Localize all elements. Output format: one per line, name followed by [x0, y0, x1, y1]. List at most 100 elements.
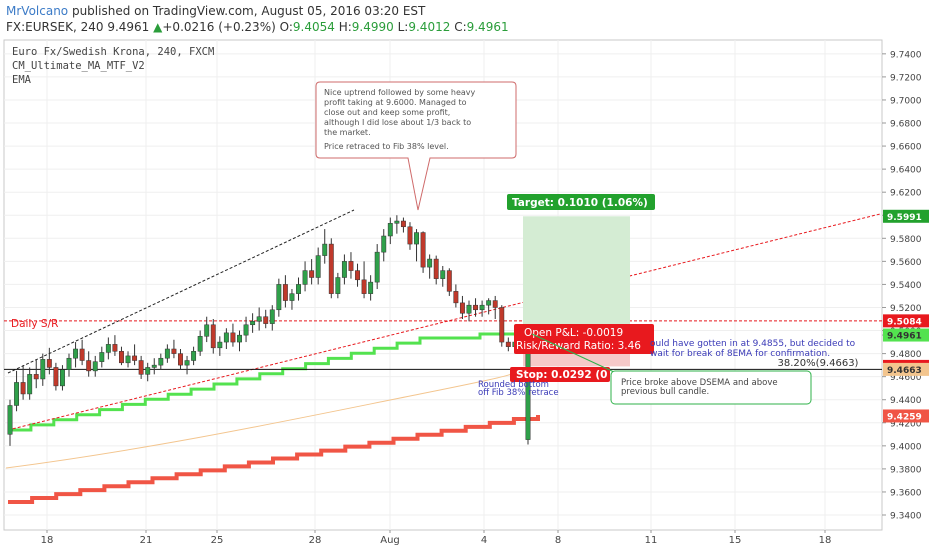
- target-label: Target: 0.1010 (1.06%): [507, 194, 655, 210]
- candle-body: [427, 258, 433, 268]
- open-value: 9.4054: [292, 20, 335, 34]
- candle-body: [86, 360, 92, 372]
- candle-body: [223, 332, 229, 343]
- candle-body: [387, 223, 393, 237]
- candle-body: [7, 405, 13, 435]
- price-tag-label: 9.5084: [887, 317, 922, 327]
- callout-green-line: Price broke above DSEMA and above: [621, 378, 778, 388]
- x-tick-label: 18: [41, 535, 54, 546]
- candle-body: [204, 324, 210, 337]
- symbol-label: FX:EURSEK, 240: [6, 20, 104, 34]
- y-tick-label: 9.7000: [890, 96, 922, 106]
- candle-body: [381, 235, 387, 253]
- candle-body: [368, 281, 374, 294]
- callout-top-line: Price retraced to Fib 38% level.: [324, 142, 449, 151]
- candle-body: [230, 332, 236, 343]
- risk-reward-text: Risk/Reward Ratio: 3.46: [516, 340, 641, 352]
- price-tag: [883, 314, 929, 328]
- candle-body: [66, 357, 72, 370]
- y-tick-label: 9.6800: [890, 120, 922, 130]
- candle-body: [505, 341, 511, 347]
- author-link[interactable]: MrVolcano: [6, 4, 69, 18]
- y-tick-label: 9.5600: [890, 258, 922, 268]
- candle-body: [197, 336, 203, 352]
- y-tick-label: 9.4600: [890, 373, 922, 383]
- blue-note-1: ould have gotten in at 9.4855, but decid…: [650, 339, 856, 349]
- candle-body: [341, 261, 347, 278]
- callout-green: Price broke above DSEMA and above previo…: [531, 333, 812, 405]
- y-tick-label: 9.6400: [890, 166, 922, 176]
- candle-body: [355, 270, 360, 281]
- y-tick-label: 9.5400: [890, 281, 922, 291]
- candle-body: [99, 352, 105, 362]
- candle-body: [486, 300, 492, 306]
- candle-body: [132, 355, 138, 361]
- candle-body: [184, 360, 190, 366]
- candle-body: [440, 270, 446, 279]
- legend-line-ma: CM_Ultimate_MA_MTF_V2: [12, 60, 145, 72]
- svg-text:Nice uptrend followed by some: Nice uptrend followed by some heavy prof…: [324, 88, 478, 151]
- candle-body: [453, 291, 459, 304]
- price-axis[interactable]: 9.7400 9.7200 9.7000 9.6800 9.6600 9.6400 9.62…: [882, 50, 922, 522]
- callout-green-line: previous bull candle.: [621, 387, 709, 397]
- candle-body: [289, 293, 295, 301]
- y-tick-label: 9.7400: [890, 50, 922, 60]
- chart-header: MrVolcano published on TradingView.com, …: [0, 0, 932, 38]
- pnl-label: Open P&L: -0.0019 Risk/Reward Ratio: 3.4…: [514, 324, 654, 354]
- candle-body: [309, 270, 315, 278]
- candle-body: [499, 307, 505, 343]
- candle-body: [446, 270, 452, 292]
- legend: Euro Fx/Swedish Krona, 240, FXCM CM_Ulti…: [12, 46, 214, 86]
- candle-body: [269, 309, 275, 324]
- candle-body: [210, 324, 216, 349]
- price-tag: [883, 362, 929, 376]
- rounded-note-2: off Fib 38% retrace: [478, 388, 559, 398]
- candles: [7, 215, 531, 446]
- callout-top-line: although I did lose about 1/3 back to: [324, 118, 471, 127]
- candle-body: [171, 348, 177, 354]
- x-tick-label: 18: [819, 535, 832, 546]
- high-label: H:: [338, 20, 352, 34]
- candle-body: [414, 232, 419, 245]
- x-tick-label: 15: [729, 535, 742, 546]
- candle-body: [151, 364, 157, 368]
- grid: [4, 40, 882, 530]
- candle-body: [328, 243, 334, 294]
- y-tick-label: 9.3800: [890, 465, 922, 475]
- callout-top-line: profit taking at 9.6000. Managed to: [324, 98, 467, 107]
- candle-body: [348, 261, 354, 271]
- candle-body: [217, 341, 223, 349]
- callout-top-line: close out and keep some profit,: [324, 108, 450, 117]
- candle-body: [400, 220, 406, 228]
- candle-body: [256, 316, 262, 322]
- candle-body: [473, 304, 478, 311]
- x-tick-label: 25: [211, 535, 224, 546]
- time-axis[interactable]: 18 21 25 28 Aug 4 8 11 15 18: [41, 530, 832, 546]
- y-tick-label: 9.5800: [890, 235, 922, 245]
- x-tick-label: 8: [555, 535, 561, 546]
- close-value: 9.4961: [466, 20, 509, 34]
- legend-line-symbol: Euro Fx/Swedish Krona, 240, FXCM: [12, 46, 214, 58]
- price-tag-label: 9.4961: [887, 332, 922, 342]
- low-value: 9.4012: [408, 20, 451, 34]
- callout-top: Nice uptrend followed by some heavy prof…: [315, 81, 517, 211]
- candle-body: [164, 348, 170, 359]
- candle-body: [302, 270, 308, 285]
- candle-body: [374, 251, 380, 283]
- rounded-note-1: Rounded bottom: [478, 380, 549, 390]
- y-tick-label: 9.4800: [890, 350, 922, 360]
- candle-body: [315, 255, 321, 278]
- candle-body: [466, 304, 472, 314]
- candle-body: [479, 304, 485, 311]
- candle-body: [263, 316, 269, 324]
- candle-body: [191, 351, 197, 361]
- x-tick-label: 11: [645, 535, 658, 546]
- candle-body: [178, 353, 183, 366]
- price-chart[interactable]: 9.7400 9.7200 9.7000 9.6800 9.6600 9.6400 9.62…: [0, 38, 932, 550]
- candle-body: [92, 361, 98, 372]
- candle-body: [14, 382, 20, 406]
- candle-body: [276, 284, 282, 311]
- blue-note-2: wait for break of 8EMA for confirmation.: [650, 349, 830, 359]
- price-tag: [883, 409, 929, 423]
